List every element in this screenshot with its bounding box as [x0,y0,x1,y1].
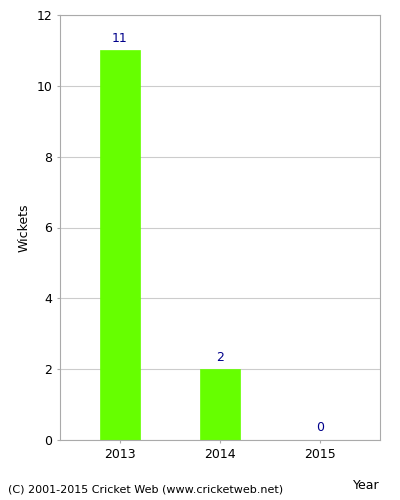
Y-axis label: Wickets: Wickets [18,203,31,252]
Text: (C) 2001-2015 Cricket Web (www.cricketweb.net): (C) 2001-2015 Cricket Web (www.cricketwe… [8,485,283,495]
Bar [100,50,140,440]
Text: 0: 0 [316,420,324,434]
Text: 2: 2 [216,351,224,364]
Text: 11: 11 [112,32,128,45]
Bar [200,369,240,440]
Text: Year: Year [353,479,380,492]
